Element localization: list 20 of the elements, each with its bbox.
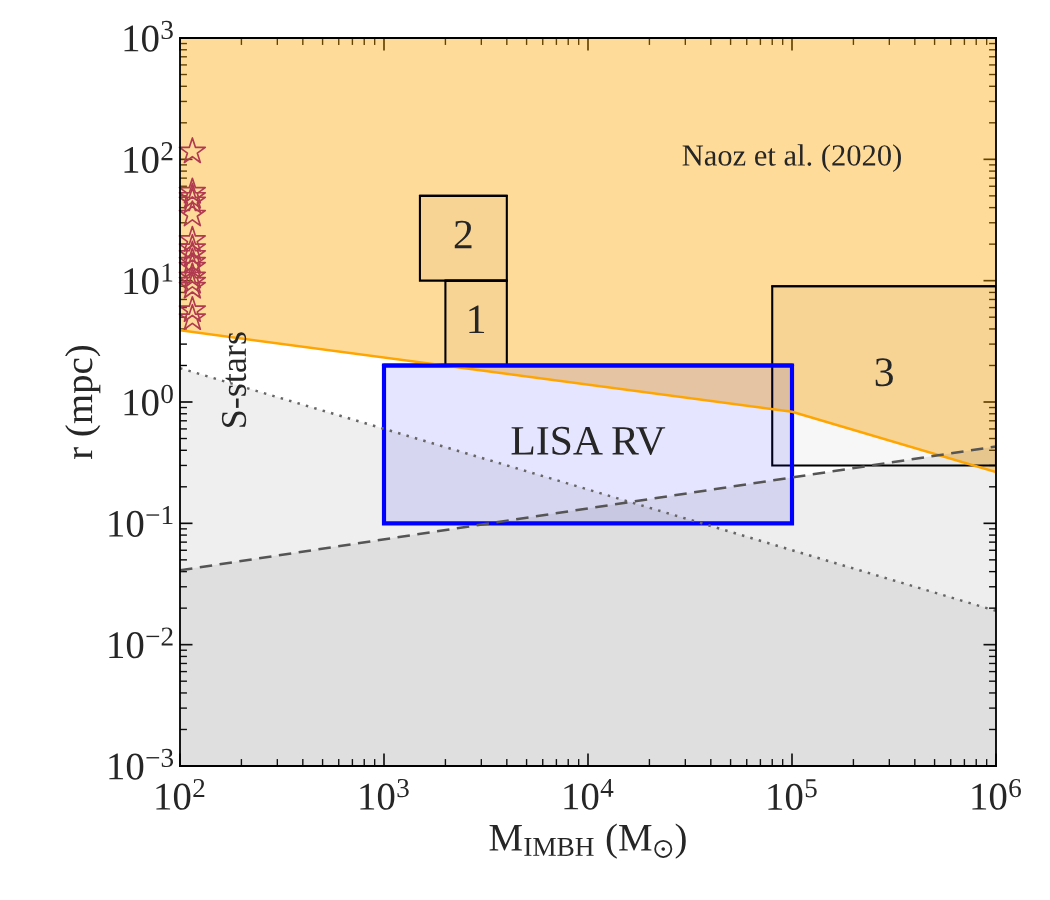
x-tick-label: 10$^{6}$ [972, 778, 1021, 810]
y-tick-label: 10$^{3}$ [124, 20, 173, 52]
y-tick-label: 10$^{−1}$ [109, 506, 173, 537]
series-label: LISA RV [511, 426, 666, 456]
x-axis-title: M$_{IMBH}$ (M$_{⊙}$) [489, 823, 686, 859]
y-tick-label: 10$^{−2}$ [109, 627, 173, 659]
y-tick-label: 10$^{−3}$ [109, 748, 174, 780]
x-tick-label: 10$^{2}$ [156, 778, 205, 810]
x-tick-label: 10$^{4}$ [564, 778, 614, 810]
series-label: 1 [469, 305, 485, 334]
annotation: Naoz et al. (2020) [682, 144, 901, 172]
y-tick-label: 10$^{2}$ [124, 142, 173, 174]
series-label: 2 [454, 220, 472, 249]
annotation: S-stars [221, 332, 247, 427]
y-tick-label: 10$^{1}$ [124, 263, 173, 295]
x-tick-label: 10$^{3}$ [360, 778, 409, 810]
y-tick-label: 10$^{0}$ [124, 384, 173, 416]
y-axis-title: r (mpc) [65, 345, 101, 459]
legend-label: 3 [875, 358, 893, 387]
x-tick-label: 10$^{5}$ [768, 779, 817, 811]
